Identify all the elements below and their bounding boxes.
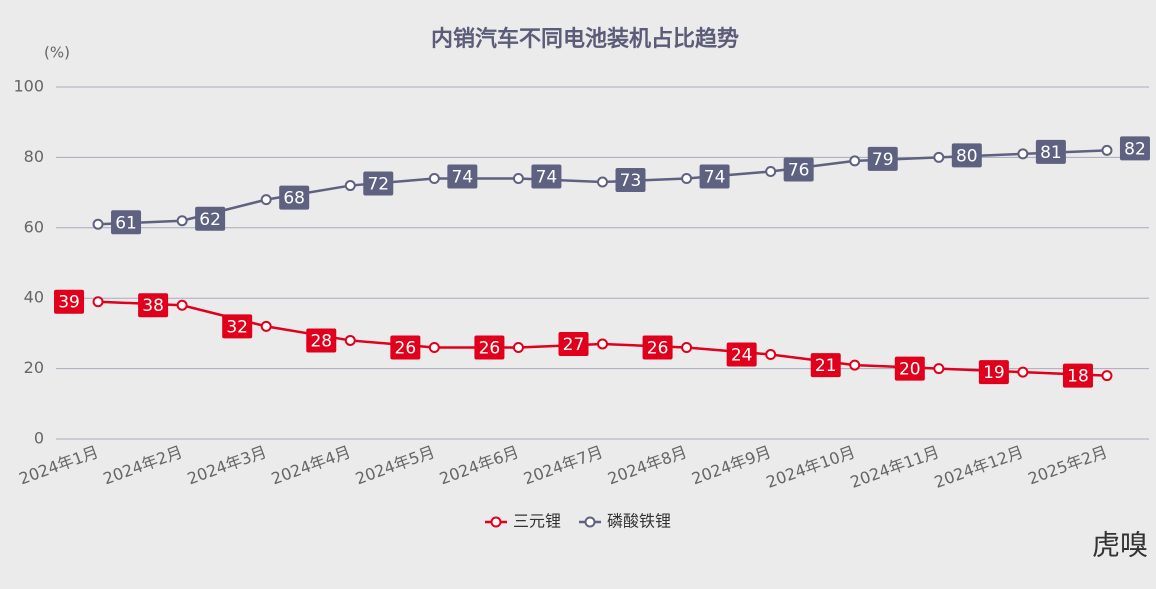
label-box (699, 164, 730, 189)
label-box (726, 342, 757, 367)
data-label: 38 (142, 296, 164, 316)
label-box (390, 335, 421, 360)
point (512, 173, 524, 185)
point (428, 173, 440, 185)
label-box (195, 206, 226, 231)
legend-marker (490, 516, 502, 528)
point (1017, 148, 1029, 160)
data-label: 79 (872, 150, 894, 170)
label-box (810, 353, 841, 378)
point (849, 155, 861, 167)
data-label: 26 (479, 338, 501, 358)
label-box (615, 168, 646, 193)
label-box (1035, 139, 1066, 164)
data-label: 26 (395, 338, 417, 358)
label-box (867, 146, 898, 171)
point (765, 349, 777, 361)
label-box (978, 360, 1009, 385)
point (1017, 366, 1029, 378)
point (1101, 144, 1113, 156)
point (512, 341, 524, 353)
legend-label: 三元锂 (513, 512, 561, 531)
data-label: 24 (731, 346, 753, 366)
point (597, 338, 608, 350)
label-box (951, 143, 982, 168)
y-tick-label: 40 (24, 288, 44, 307)
data-label: 81 (1040, 143, 1062, 163)
label-box (783, 157, 814, 182)
point (597, 176, 608, 188)
point (176, 299, 188, 311)
y-tick-label: 60 (24, 217, 44, 236)
point (765, 165, 777, 177)
label-box (894, 356, 925, 381)
label-box (138, 293, 169, 318)
label-box (642, 335, 673, 360)
label-box (1062, 363, 1093, 388)
point (933, 151, 945, 163)
label-box (474, 335, 505, 360)
y-tick-label: 20 (24, 358, 44, 377)
watermark: 虎嗅 (1092, 529, 1148, 562)
data-label: 39 (58, 293, 80, 313)
y-tick-label: 100 (13, 77, 44, 96)
point (92, 218, 104, 230)
data-label: 27 (563, 335, 585, 355)
point (92, 296, 104, 308)
data-label: 28 (310, 331, 332, 351)
data-label: 19 (983, 363, 1005, 383)
point (849, 359, 861, 371)
data-label: 74 (452, 168, 474, 188)
data-label: 26 (647, 338, 669, 358)
label-box (447, 164, 478, 189)
point (344, 180, 356, 192)
label-box (54, 289, 85, 314)
y-tick-label: 80 (24, 147, 44, 166)
label-box (531, 164, 562, 189)
point (681, 173, 693, 185)
label-box (558, 331, 589, 356)
data-label: 76 (788, 160, 810, 180)
data-label: 18 (1067, 367, 1089, 387)
point (428, 341, 440, 353)
label-box (279, 185, 310, 210)
data-label: 73 (620, 171, 642, 191)
data-label: 21 (815, 356, 837, 376)
label-box (1119, 136, 1150, 161)
point (681, 341, 693, 353)
data-label: 74 (704, 168, 726, 188)
data-label: 72 (367, 175, 389, 195)
label-box (306, 328, 337, 353)
point (260, 194, 272, 206)
data-label: 80 (956, 146, 978, 166)
data-label: 68 (283, 189, 305, 209)
legend-label: 磷酸铁锂 (607, 512, 671, 531)
data-label: 82 (1124, 139, 1146, 159)
y-tick-label: 0 (34, 429, 44, 448)
point (344, 334, 356, 346)
point (1101, 370, 1113, 382)
label-box (222, 314, 253, 339)
data-label: 20 (899, 360, 921, 380)
y-unit: (%) (44, 44, 70, 62)
data-label: 61 (115, 213, 137, 233)
legend-marker (584, 516, 596, 528)
label-box (363, 171, 394, 196)
point (933, 363, 945, 375)
data-label: 32 (226, 317, 248, 337)
data-label: 62 (199, 210, 221, 230)
data-label: 74 (536, 168, 558, 188)
point (176, 215, 188, 227)
chart-title: 内销汽车不同电池装机占比趋势 (431, 26, 739, 52)
label-box (111, 210, 142, 235)
point (260, 320, 272, 332)
